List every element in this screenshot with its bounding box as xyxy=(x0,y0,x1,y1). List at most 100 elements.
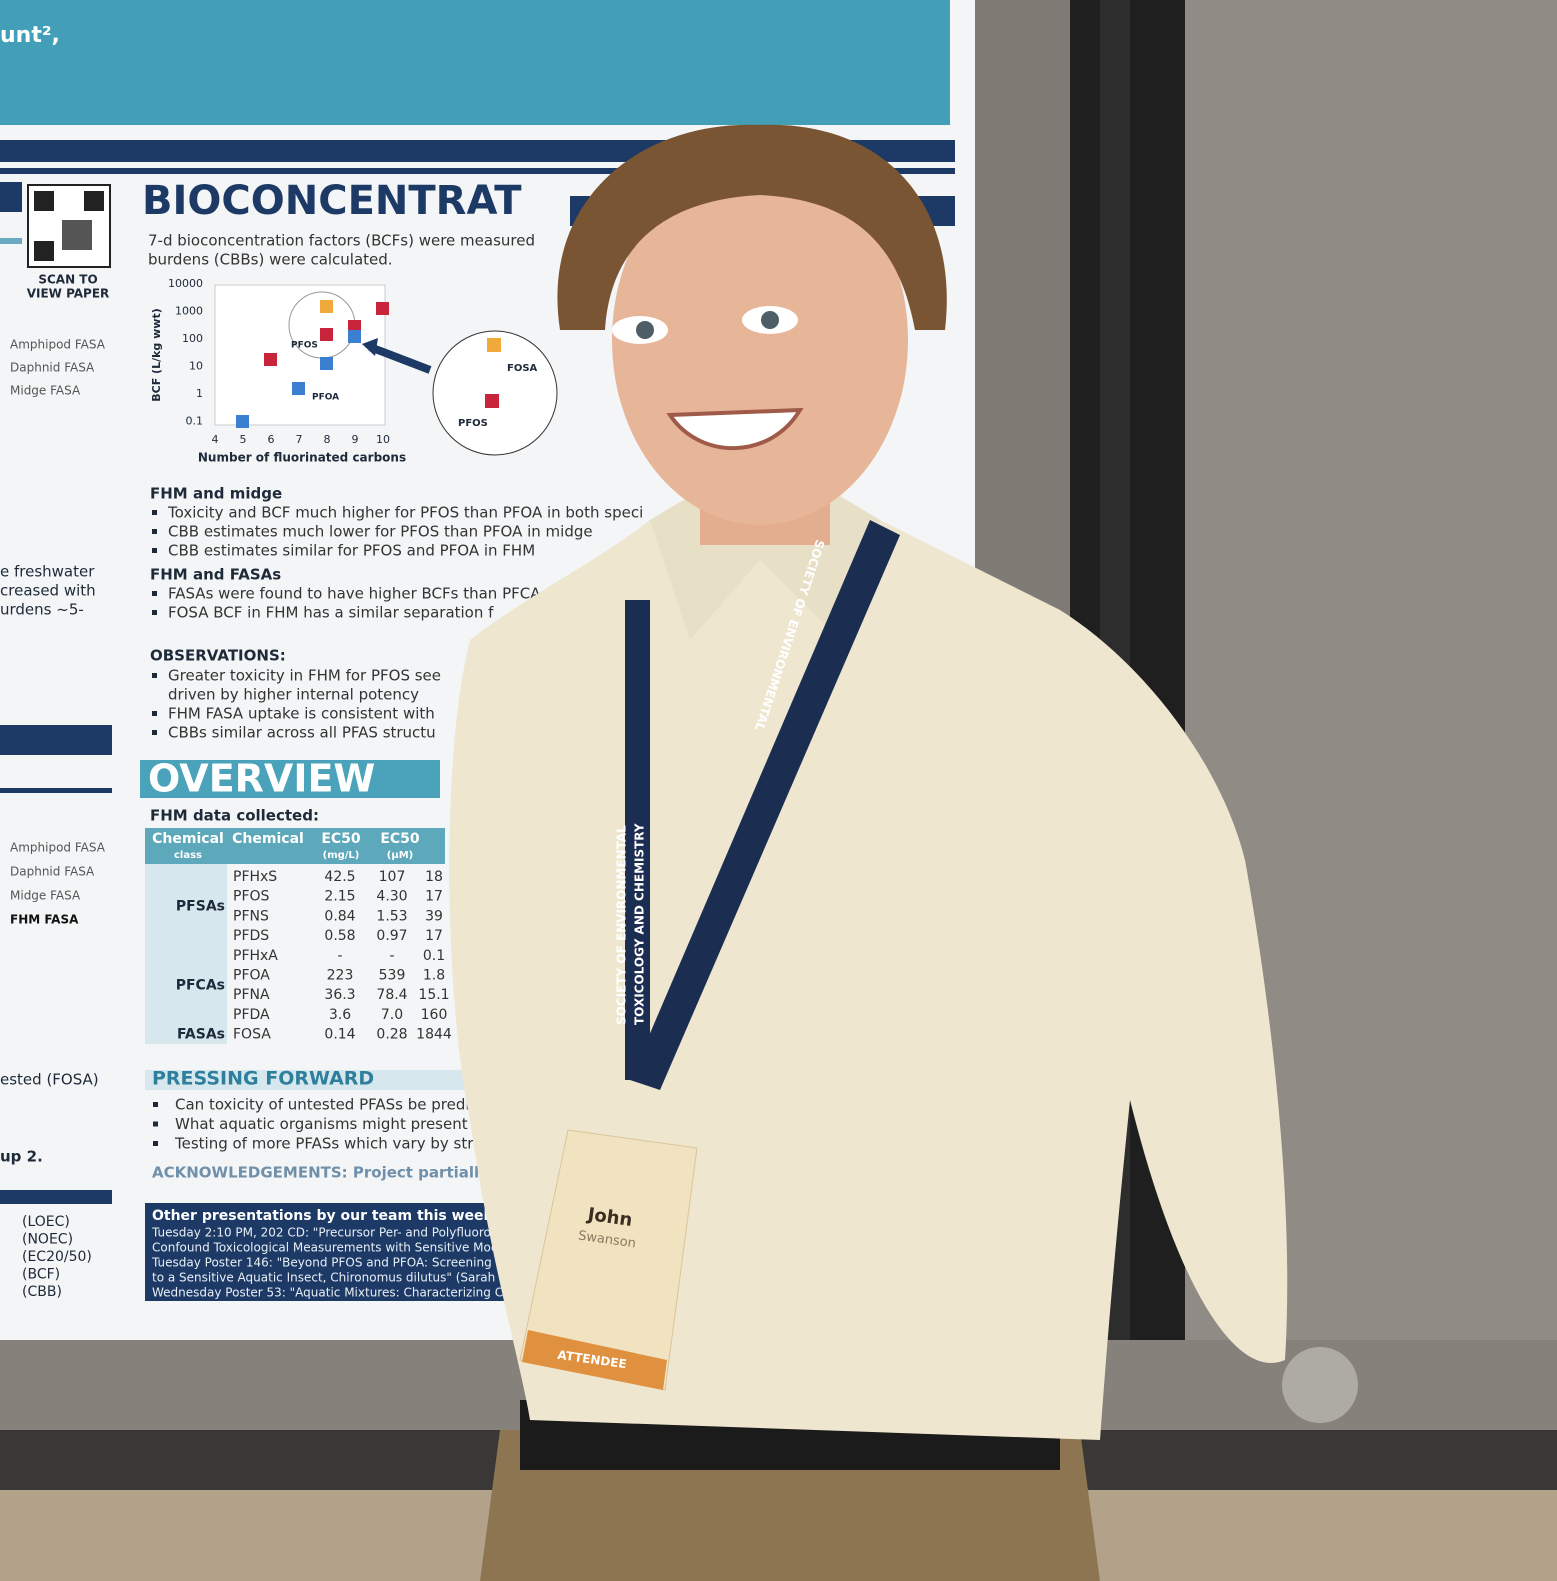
abbreviation: (NOEC) xyxy=(22,1232,73,1248)
lanyard-text: SOCIETY OF ENVIRONMENTAL xyxy=(615,825,629,1025)
other-heading: Other presentations by our team this wee… xyxy=(152,1208,498,1224)
point xyxy=(320,328,333,341)
table-cell: FOSA xyxy=(233,1027,271,1043)
table-header: EC50 xyxy=(380,831,420,847)
legend-entry: Midge FASA xyxy=(10,384,81,398)
point xyxy=(320,300,333,313)
table-cell: PFHxS xyxy=(233,869,277,885)
abbreviation: (CBB) xyxy=(22,1284,62,1300)
cup xyxy=(1282,1347,1358,1423)
table-header: class xyxy=(174,850,202,861)
table-cell: PFHxA xyxy=(233,948,278,964)
bullet-text: Testing of more PFASs which vary by stru xyxy=(174,1135,483,1153)
acknowledgements: ACKNOWLEDGEMENTS: Project partially xyxy=(152,1164,489,1182)
table-class: PFSAs xyxy=(176,899,225,915)
left-fragment: e freshwater xyxy=(0,563,95,581)
table-cell: PFNA xyxy=(233,987,270,1003)
qr-caption: VIEW PAPER xyxy=(27,287,110,301)
arrow-head xyxy=(362,338,378,356)
point xyxy=(236,415,249,428)
other-line: Tuesday 2:10 PM, 202 CD: "Precursor Per-… xyxy=(151,1226,491,1240)
table-cell: 223 xyxy=(327,968,354,984)
table-cell: 160 xyxy=(421,1007,448,1023)
bullet xyxy=(152,730,157,735)
table-cell: 1844 xyxy=(416,1027,452,1043)
table-cell: 0.14 xyxy=(324,1027,355,1043)
qr-caption: SCAN TO xyxy=(38,273,97,287)
subheading: OBSERVATIONS: xyxy=(150,647,286,665)
legend-entry: Daphnid FASA xyxy=(10,865,95,879)
table-cell: 17 xyxy=(425,889,443,905)
table-cell: 1.8 xyxy=(423,968,445,984)
table-cell: 42.5 xyxy=(324,869,355,885)
pupil xyxy=(636,321,654,339)
point-label: PFOS xyxy=(291,341,318,351)
table-class: PFCAs xyxy=(176,977,225,993)
tick-label: 10 xyxy=(376,433,390,446)
table-cell: 36.3 xyxy=(324,987,355,1003)
table-header: Chemical xyxy=(152,831,224,847)
poster-band xyxy=(140,760,440,798)
tick-label: 1000 xyxy=(175,305,203,318)
point xyxy=(376,302,389,315)
section-title: BIOCONCENTRAT xyxy=(142,178,522,224)
poster-band xyxy=(0,1190,112,1204)
badge-footer xyxy=(522,1330,667,1390)
tick-label: 9 xyxy=(352,433,359,446)
legend-entry: Midge FASA xyxy=(10,889,81,903)
table-cell: 107 xyxy=(379,869,406,885)
abbreviation: (EC20/50) xyxy=(22,1249,92,1265)
bullet xyxy=(152,591,157,596)
table-header: EC50 xyxy=(321,831,361,847)
point-label: PFOA xyxy=(312,393,339,403)
lanyard-text: TOXICOLOGY AND CHEMISTRY xyxy=(633,823,647,1025)
abbreviation: (LOEC) xyxy=(22,1214,70,1230)
section-title: OVERVIEW xyxy=(148,757,375,801)
table-class: FASAs xyxy=(177,1027,225,1043)
point xyxy=(264,353,277,366)
table-cell: 18 xyxy=(425,869,443,885)
point xyxy=(485,394,499,408)
bullet-text: Toxicity and BCF much higher for PFOS th… xyxy=(167,504,643,522)
table-cell: PFNS xyxy=(233,908,269,924)
bullet-text: driven by higher internal potency xyxy=(168,686,419,704)
legend-entry: Daphnid FASA xyxy=(10,361,95,375)
bullet-text: Can toxicity of untested PFASs be predi xyxy=(175,1096,470,1114)
bullet-text: FHM FASA uptake is consistent with xyxy=(168,705,435,723)
person xyxy=(449,124,1358,1581)
table-cell: PFOA xyxy=(233,968,270,984)
table-cell: 0.84 xyxy=(324,908,355,924)
table-header: (µM) xyxy=(387,850,413,861)
axis-label: BCF (L/kg wwt) xyxy=(150,308,163,401)
table-cell: 78.4 xyxy=(376,987,407,1003)
table-cell: 7.0 xyxy=(381,1007,403,1023)
poster-band xyxy=(0,725,112,755)
tick-label: 100 xyxy=(182,332,203,345)
subheading: FHM and midge xyxy=(150,485,282,503)
bullet xyxy=(152,673,157,678)
table-cell: 39 xyxy=(425,908,443,924)
intro-line: 7-d bioconcentration factors (BCFs) were… xyxy=(148,232,535,250)
qr-code xyxy=(62,220,92,250)
left-fragment: up 2. xyxy=(0,1148,43,1166)
section-band xyxy=(145,1070,475,1090)
table-cell: 17 xyxy=(425,928,443,944)
lanyard-strap xyxy=(630,520,900,1090)
hair xyxy=(557,124,947,331)
qr-code xyxy=(84,191,104,211)
poster-band xyxy=(0,238,22,244)
bullet xyxy=(152,510,157,515)
header-text: unt², xyxy=(0,23,60,48)
table-cell: PFOS xyxy=(233,889,270,905)
bullet xyxy=(153,1121,158,1127)
table-cell: 539 xyxy=(379,968,406,984)
pupil xyxy=(761,311,779,329)
tick-label: 0.1 xyxy=(186,415,204,428)
poster-header xyxy=(0,0,950,125)
other-line: Tuesday Poster 146: "Beyond PFOS and PFO… xyxy=(151,1256,503,1270)
bullet-text: What aquatic organisms might present c xyxy=(175,1115,481,1133)
bullet-text: CBB estimates similar for PFOS and PFOA … xyxy=(168,542,535,560)
